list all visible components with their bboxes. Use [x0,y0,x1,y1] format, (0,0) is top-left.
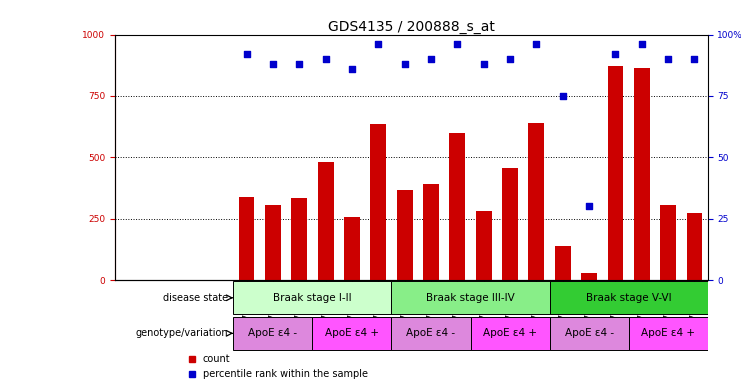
Bar [608,66,623,280]
Text: genotype/variation: genotype/variation [136,328,228,338]
Bar [555,246,571,280]
Bar [233,281,391,314]
Bar [423,184,439,280]
Bar [370,124,386,280]
Bar [634,68,650,280]
Point [319,56,331,62]
Bar [313,317,391,350]
Point [293,61,305,67]
Point [504,56,516,62]
Bar [628,317,708,350]
Point [267,61,279,67]
Point [346,66,358,72]
Text: ApoE ε4 -: ApoE ε4 - [407,328,456,338]
Text: Braak stage III-IV: Braak stage III-IV [426,293,515,303]
Text: ApoE ε4 +: ApoE ε4 + [641,328,695,338]
Bar [550,281,708,314]
Bar [239,197,254,280]
Point [610,51,622,57]
Text: Braak stage V-VI: Braak stage V-VI [586,293,671,303]
Bar [391,317,471,350]
Bar [291,198,308,280]
Text: count: count [202,354,230,364]
Bar [528,123,545,280]
Bar [660,205,676,280]
Text: Braak stage I-II: Braak stage I-II [273,293,352,303]
Text: disease state: disease state [163,293,228,303]
Bar [265,205,281,280]
Point [478,61,490,67]
Text: ApoE ε4 -: ApoE ε4 - [565,328,614,338]
Point [399,61,411,67]
Bar [550,317,628,350]
Title: GDS4135 / 200888_s_at: GDS4135 / 200888_s_at [328,20,495,33]
Text: ApoE ε4 +: ApoE ε4 + [483,328,537,338]
Point [583,203,595,209]
Text: ApoE ε4 +: ApoE ε4 + [325,328,379,338]
Bar [344,217,360,280]
Bar [687,212,702,280]
Bar [502,168,518,280]
Point [425,56,437,62]
Bar [471,317,550,350]
Text: percentile rank within the sample: percentile rank within the sample [202,369,368,379]
Bar [318,162,333,280]
Point [662,56,674,62]
Bar [476,211,491,280]
Point [241,51,253,57]
Bar [581,273,597,280]
Text: ApoE ε4 -: ApoE ε4 - [248,328,297,338]
Point [531,41,542,48]
Point [373,41,385,48]
Bar [396,190,413,280]
Point [556,93,568,99]
Point [688,56,700,62]
Bar [233,317,313,350]
Point [451,41,463,48]
Bar [450,133,465,280]
Point [636,41,648,48]
Bar [391,281,550,314]
